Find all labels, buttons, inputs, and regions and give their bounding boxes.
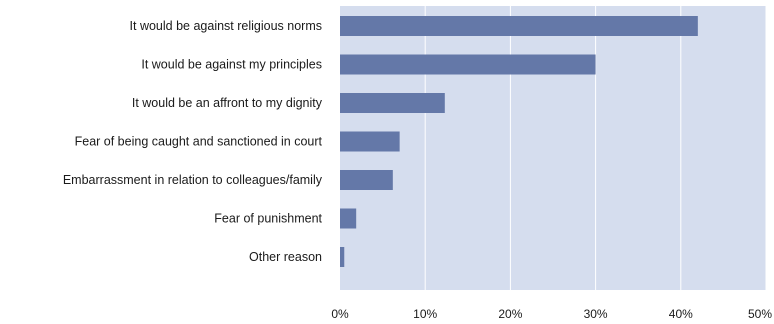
category-labels: It would be against religious norms It wo…	[63, 19, 323, 264]
bars	[340, 16, 698, 267]
bar	[340, 247, 345, 267]
bar	[340, 131, 400, 152]
plot-area	[340, 6, 766, 290]
x-tick-label: 50%	[748, 307, 772, 321]
bar	[340, 93, 445, 113]
category-label: Fear of being caught and sanctioned in c…	[75, 135, 323, 149]
bar	[340, 170, 393, 190]
category-label: Other reason	[249, 250, 322, 264]
x-tick-label: 20%	[498, 307, 522, 321]
x-axis-tick-labels: 0% 10% 20% 30% 40% 50%	[331, 307, 772, 321]
x-tick-label: 40%	[669, 307, 693, 321]
category-label: It would be an affront to my dignity	[132, 96, 323, 110]
x-tick-label: 0%	[331, 307, 349, 321]
gridlines	[424, 6, 767, 290]
category-label: Embarrassment in relation to colleagues/…	[63, 173, 323, 187]
bar	[340, 16, 698, 36]
x-tick-label: 30%	[584, 307, 608, 321]
bar	[340, 208, 357, 229]
bar	[340, 54, 596, 75]
x-tick-label: 10%	[413, 307, 437, 321]
category-label: It would be against religious norms	[130, 19, 322, 33]
category-label: It would be against my principles	[141, 58, 322, 72]
category-label: Fear of punishment	[214, 212, 322, 226]
